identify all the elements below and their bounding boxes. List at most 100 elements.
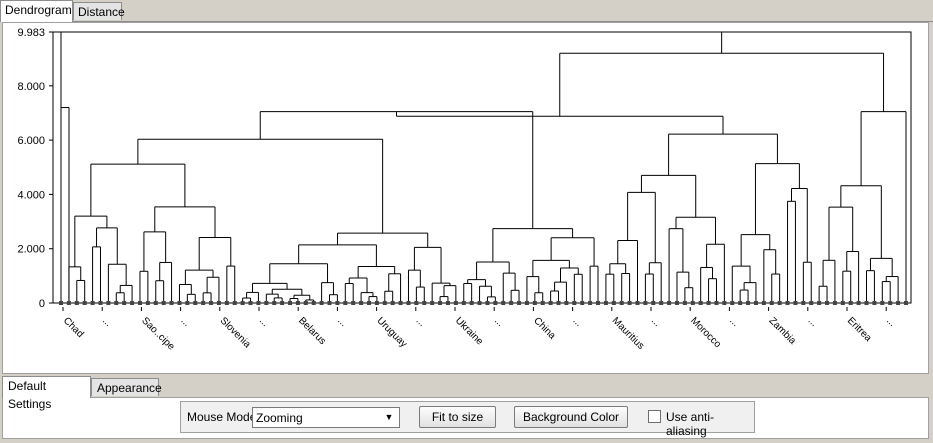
leaf-label: ...	[570, 315, 584, 329]
leaf-label: Zambia	[766, 315, 798, 347]
leaf-marker	[98, 301, 103, 305]
leaf-marker	[153, 301, 158, 305]
leaf-marker	[864, 301, 869, 305]
dendrogram-panel[interactable]: 0 2.000 4.000 6.000 8.000 9.983 Chad... Sao..ci…	[2, 22, 929, 374]
leaf-marker	[509, 301, 514, 305]
leaf-marker	[753, 301, 758, 305]
leaf-marker	[390, 301, 395, 305]
leaf-marker	[414, 301, 419, 305]
tab-divider	[0, 21, 933, 22]
tab-default-settings[interactable]: Default Settings	[2, 376, 91, 411]
leaf-label: ...	[649, 315, 663, 329]
leaf-marker	[643, 301, 648, 305]
leaf-marker	[667, 301, 672, 305]
leaf-marker	[264, 301, 269, 305]
controls-group: Mouse Mode Zooming ▼ Fit to size Backgro…	[180, 401, 755, 438]
leaf-marker	[161, 301, 166, 305]
leaf-marker	[295, 301, 300, 305]
leaf-marker	[106, 301, 111, 305]
leaf-marker	[430, 301, 435, 305]
leaf-marker	[445, 301, 450, 305]
leaf-marker	[580, 301, 585, 305]
leaf-label: ...	[884, 315, 898, 329]
leaf-marker	[232, 301, 237, 305]
leaf-marker	[872, 301, 877, 305]
leaf-marker	[540, 301, 545, 305]
leaf-marker	[635, 301, 640, 305]
leaf-marker	[256, 301, 261, 305]
leaf-marker	[130, 301, 135, 305]
leaf-marker	[524, 301, 529, 305]
leaf-marker	[722, 301, 727, 305]
leaf-marker	[216, 301, 221, 305]
y-tick-label: 8.000	[17, 81, 45, 93]
leaf-marker	[517, 301, 522, 305]
leaf-marker	[832, 301, 837, 305]
leaf-marker	[461, 301, 466, 305]
leaf-marker	[224, 301, 229, 305]
leaf-marker	[493, 301, 498, 305]
leaf-marker	[682, 301, 687, 305]
leaf-marker	[856, 301, 861, 305]
leaf-marker	[382, 301, 387, 305]
tab-dendrogram[interactable]: Dendrogram	[0, 0, 73, 22]
leaf-marker	[532, 301, 537, 305]
leaf-marker	[777, 301, 782, 305]
settings-tabs: Default Settings Appearance	[0, 376, 933, 411]
leaf-marker	[501, 301, 506, 305]
leaf-label: Uruguay	[374, 315, 409, 350]
leaf-marker	[564, 301, 569, 305]
leaf-marker	[651, 301, 656, 305]
fit-to-size-button[interactable]: Fit to size	[419, 406, 496, 428]
leaf-label: ...	[806, 315, 820, 329]
mouse-mode-value: Zooming	[256, 411, 303, 425]
leaf-label: ...	[727, 315, 741, 329]
leaf-marker	[785, 301, 790, 305]
leaf-marker	[825, 301, 830, 305]
leaf-label: Chad	[61, 315, 86, 340]
leaf-marker	[398, 301, 403, 305]
leaf-marker	[596, 301, 601, 305]
leaf-marker	[556, 301, 561, 305]
leaf-label: Belarus	[296, 315, 328, 347]
leaf-marker	[366, 301, 371, 305]
leaf-marker	[209, 301, 214, 305]
leaf-marker	[248, 301, 253, 305]
leaf-marker	[288, 301, 293, 305]
tab-appearance[interactable]: Appearance	[91, 378, 162, 396]
leaf-marker	[730, 301, 735, 305]
leaf-marker	[303, 301, 308, 305]
leaf-marker	[548, 301, 553, 305]
leaf-marker	[137, 301, 142, 305]
leaf-marker	[122, 301, 127, 305]
leaf-marker	[485, 301, 490, 305]
leaf-label: Ukraine	[453, 315, 485, 347]
leaf-marker	[406, 301, 411, 305]
leaf-marker	[761, 301, 766, 305]
chevron-down-icon[interactable]: ▼	[384, 412, 394, 422]
leaf-label: ...	[257, 315, 271, 329]
leaf-marker	[690, 301, 695, 305]
y-tick-label: 9.983	[17, 27, 45, 39]
leaf-marker	[698, 301, 703, 305]
leaf-marker	[603, 301, 608, 305]
leaf-marker	[588, 301, 593, 305]
leaf-marker	[659, 301, 664, 305]
background-color-button[interactable]: Background Color	[514, 406, 628, 428]
leaf-marker	[453, 301, 458, 305]
leaf-marker	[422, 301, 427, 305]
leaf-marker	[185, 301, 190, 305]
leaf-marker	[145, 301, 150, 305]
antialias-checkbox[interactable]	[648, 410, 661, 423]
leaf-marker	[240, 301, 245, 305]
leaf-marker	[706, 301, 711, 305]
y-tick-label: 4.000	[17, 189, 45, 201]
leaf-marker	[848, 301, 853, 305]
tab-distance[interactable]: Distance	[73, 2, 125, 20]
leaf-marker	[280, 301, 285, 305]
leaf-marker	[327, 301, 332, 305]
leaf-marker	[351, 301, 356, 305]
leaf-marker	[611, 301, 616, 305]
mouse-mode-select[interactable]: Zooming ▼	[252, 407, 400, 428]
